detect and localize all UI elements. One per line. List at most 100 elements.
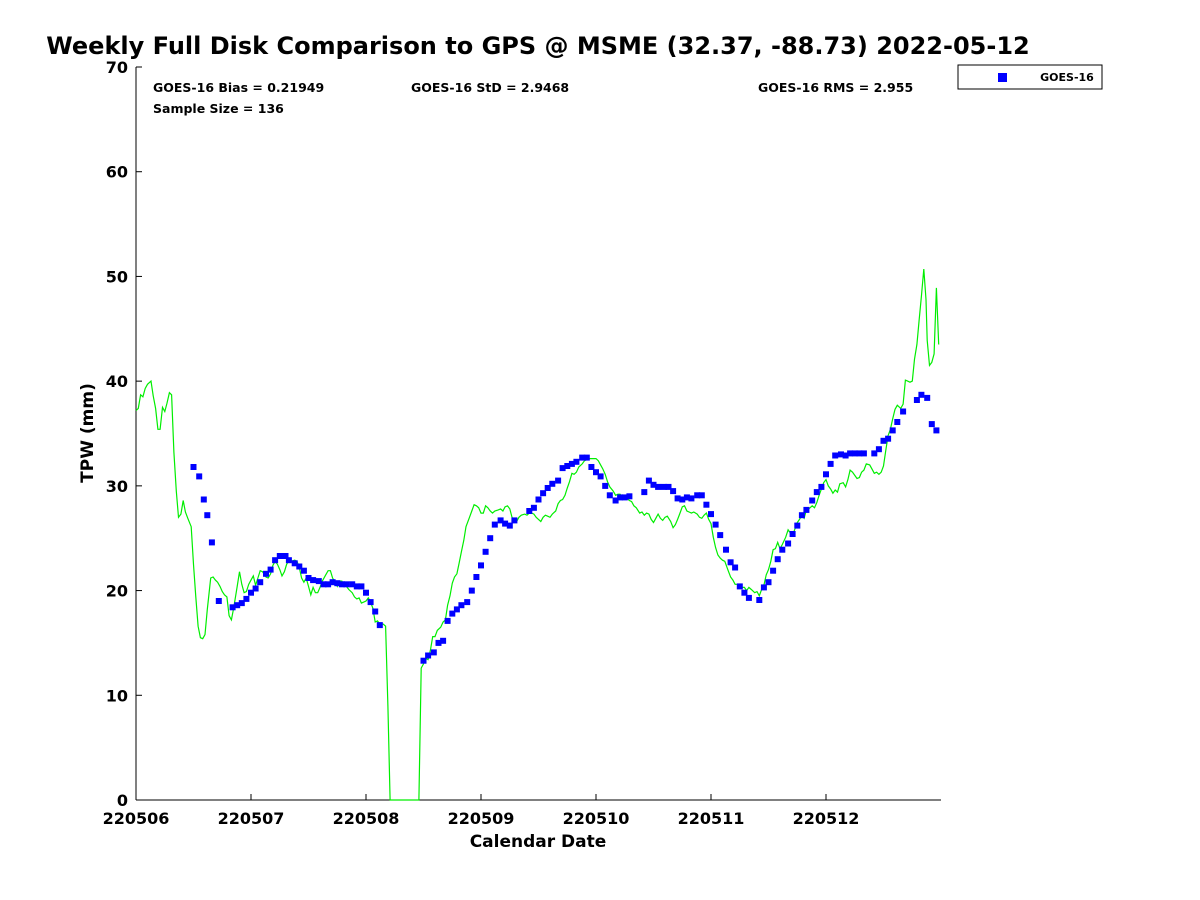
data-point-goes16 [367,599,374,606]
data-point-goes16 [453,606,460,613]
data-point-goes16 [252,585,259,592]
data-point-goes16 [435,639,442,646]
data-point-goes16 [487,535,494,542]
legend-label-goes16: GOES-16 [1040,71,1094,84]
y-ticks: 0 10 20 30 40 50 60 70 [106,58,142,810]
data-point-goes16 [655,483,662,490]
data-point-goes16 [511,517,518,524]
data-point-goes16 [276,553,283,559]
stat-bias: GOES-16 Bias = 0.21949 [153,80,324,95]
data-point-goes16 [745,594,752,601]
data-point-goes16 [444,617,451,624]
y-tick-label: 0 [117,791,128,810]
data-point-goes16 [540,490,547,497]
data-point-goes16 [549,480,556,487]
data-point-goes16 [491,521,498,528]
data-point-goes16 [774,556,781,563]
data-point-goes16 [727,559,734,566]
data-point-goes16 [535,496,542,503]
data-point-goes16 [502,520,509,527]
data-point-goes16 [794,522,801,529]
x-tick-label: 220511 [678,809,745,828]
data-point-goes16 [756,597,763,603]
data-point-goes16 [785,540,792,547]
y-tick-label: 30 [106,477,128,496]
data-point-goes16 [468,587,475,594]
data-point-goes16 [568,460,575,467]
data-point-goes16 [770,567,777,574]
y-tick-label: 10 [106,686,128,705]
data-point-goes16 [823,471,829,478]
data-point-goes16 [683,494,690,501]
data-point-goes16 [803,506,810,513]
data-point-goes16 [694,492,701,499]
legend-marker-goes16 [998,73,1007,82]
data-point-goes16 [473,574,480,580]
data-point-goes16 [506,522,513,529]
data-point-goes16 [458,602,465,609]
data-point-goes16 [712,521,719,528]
data-point-goes16 [204,512,211,519]
data-point-goes16 [579,454,586,461]
data-point-goes16 [376,622,383,629]
chart-title: Weekly Full Disk Comparison to GPS @ MSM… [46,32,1029,60]
data-point-goes16 [349,581,356,588]
data-point-goes16 [674,495,681,502]
data-point-goes16 [798,512,805,519]
data-point-goes16 [847,450,854,457]
data-point-goes16 [588,464,595,470]
data-point-goes16 [497,517,504,524]
data-point-goes16 [267,566,274,573]
data-point-goes16 [296,563,303,570]
data-point-goes16 [703,501,710,508]
y-tick-label: 70 [106,58,128,77]
data-point-goes16 [358,583,365,590]
data-point-goes16 [315,578,322,585]
data-point-goes16 [243,595,250,602]
data-point-goes16 [779,546,786,553]
data-point-goes16 [257,579,264,586]
data-point-goes16 [559,465,566,472]
data-point-goes16 [593,469,599,476]
data-point-goes16 [248,589,254,596]
data-point-goes16 [425,652,432,659]
data-point-goes16 [813,489,820,496]
data-point-goes16 [933,427,940,434]
data-point-goes16 [860,450,867,457]
data-point-goes16 [325,581,332,588]
y-tick-label: 50 [106,267,128,286]
y-tick-label: 20 [106,582,128,601]
plot-series [135,269,940,801]
data-point-goes16 [621,494,628,501]
data-point-goes16 [723,546,729,553]
x-tick-label: 220506 [103,809,170,828]
data-point-goes16 [612,497,619,504]
data-point-goes16 [478,562,484,569]
data-point-goes16 [838,451,844,458]
data-point-goes16 [526,508,533,514]
data-point-goes16 [329,579,336,586]
data-point-goes16 [544,485,551,491]
data-point-goes16 [606,492,613,499]
data-point-goes16 [449,610,456,617]
data-point-goes16 [670,488,677,495]
data-point-goes16 [641,489,648,496]
data-point-goes16 [736,583,743,590]
data-point-goes16 [842,452,849,459]
y-axis-label: TPW (mm) [78,383,98,483]
data-point-goes16 [343,581,350,588]
data-point-goes16 [741,589,748,596]
data-point-goes16 [482,548,489,555]
data-point-goes16 [285,557,292,564]
data-point-goes16 [190,464,197,470]
data-point-goes16 [196,473,203,480]
data-point-goes16 [789,531,796,537]
data-point-goes16 [650,481,657,488]
x-axis-label: Calendar Date [470,832,607,852]
data-point-goes16 [320,581,327,588]
legend: GOES-16 [957,64,1103,90]
data-point-goes16 [645,477,652,484]
data-point-goes16 [238,600,245,607]
stat-sample-size: Sample Size = 136 [153,101,284,116]
legend-box [957,64,1103,90]
